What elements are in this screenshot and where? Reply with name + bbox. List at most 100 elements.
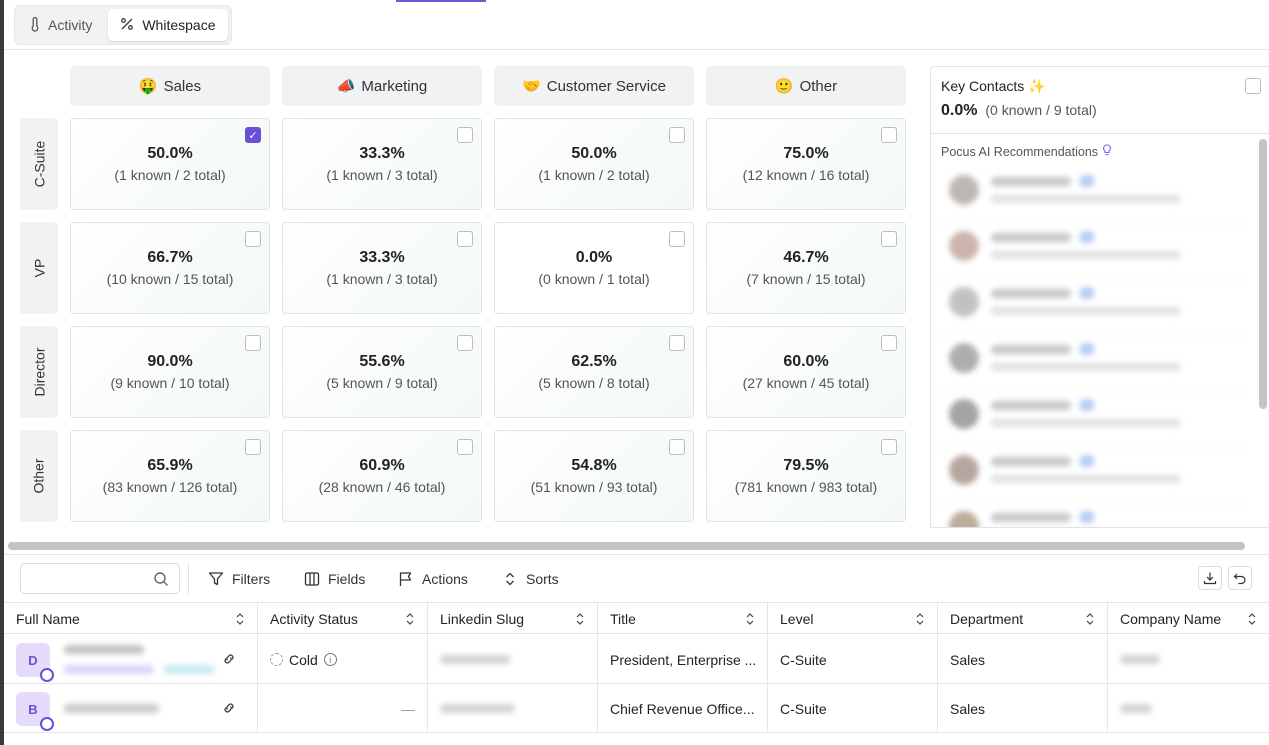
cell-department[interactable]: Sales [938,635,1108,684]
unlink-icon[interactable] [222,701,236,715]
horizontal-scrollbar[interactable] [8,542,1245,550]
recommendation-item[interactable] [935,391,1248,447]
cell-checkbox[interactable] [669,127,685,143]
key-contacts-percentage: 0.0% [941,102,978,119]
cell-level[interactable]: C-Suite [768,635,938,684]
cell-checkbox[interactable] [457,127,473,143]
key-contacts-checkbox[interactable] [1245,78,1261,94]
search-input[interactable] [29,564,149,593]
sort-icon[interactable] [743,612,757,626]
toolbar-divider [188,563,189,594]
matrix-cell[interactable]: 90.0% (9 known / 10 total) [70,326,270,418]
tab-activity[interactable]: Activity [18,9,104,41]
cell-counts: (1 known / 3 total) [326,167,438,183]
column-header-linkedin-slug[interactable]: Linkedin Slug [428,603,598,635]
sort-icon[interactable] [403,612,417,626]
cell-company-name[interactable] [1108,635,1269,684]
sort-icon[interactable] [1245,612,1259,626]
column-header-company-name[interactable]: Company Name [1108,603,1269,635]
sort-icon[interactable] [1083,612,1097,626]
cell-checkbox[interactable]: ✓ [245,127,261,143]
redacted-name [64,704,159,713]
matrix-cell[interactable]: 62.5% (5 known / 8 total) [494,326,694,418]
download-button[interactable] [1198,566,1222,590]
matrix-cell[interactable]: 33.3% (1 known / 3 total) [282,118,482,210]
matrix-cell[interactable]: 54.8% (51 known / 93 total) [494,430,694,522]
column-label: Department [950,611,1024,627]
matrix-cell[interactable]: 55.6% (5 known / 9 total) [282,326,482,418]
filters-button[interactable]: Filters [208,563,270,594]
cold-status-icon [270,653,283,666]
cell-checkbox[interactable] [245,335,261,351]
cell-counts: (1 known / 3 total) [326,271,438,287]
cell-company-name[interactable] [1108,684,1269,733]
matrix-cell[interactable]: 50.0% (1 known / 2 total) [494,118,694,210]
fields-label: Fields [328,570,366,587]
matrix-cell[interactable]: 75.0% (12 known / 16 total) [706,118,906,210]
view-tabs-bar: Activity Whitespace [4,0,1269,50]
cell-activity-status[interactable]: Cold i [258,635,428,684]
cell-checkbox[interactable] [245,231,261,247]
column-header-department[interactable]: Department [938,603,1108,635]
cell-checkbox[interactable] [669,335,685,351]
cell-checkbox[interactable] [881,439,897,455]
cell-percentage: 79.5% [783,457,829,474]
cell-full-name[interactable]: B [4,684,258,733]
table-row[interactable]: B — Chief Revenue Office... C-Suite Sale… [4,684,1269,733]
columns-icon [304,571,320,586]
sort-icon[interactable] [573,612,587,626]
cell-checkbox[interactable] [457,439,473,455]
cell-linkedin-slug[interactable] [428,684,598,733]
sorts-button[interactable]: Sorts [502,563,559,594]
recommendations-scrollbar[interactable] [1259,139,1267,409]
cell-checkbox[interactable] [457,231,473,247]
matrix-cell[interactable]: 33.3% (1 known / 3 total) [282,222,482,314]
column-header-activity-status[interactable]: Activity Status [258,603,428,635]
actions-button[interactable]: Actions [398,563,468,594]
redacted-name [991,401,1071,410]
cell-checkbox[interactable] [669,439,685,455]
matrix-cell[interactable]: 79.5% (781 known / 983 total) [706,430,906,522]
matrix-cell[interactable]: 0.0% (0 known / 1 total) [494,222,694,314]
matrix-cell[interactable]: 66.7% (10 known / 15 total) [70,222,270,314]
fields-button[interactable]: Fields [304,563,365,594]
cell-department[interactable]: Sales [938,684,1108,733]
avatar [949,287,979,317]
matrix-cell[interactable]: 60.0% (27 known / 45 total) [706,326,906,418]
recommendation-item[interactable] [935,335,1248,391]
cell-checkbox[interactable] [881,231,897,247]
cell-title[interactable]: President, Enterprise ... [598,635,768,684]
unlink-icon[interactable] [222,652,236,666]
cell-checkbox[interactable] [881,335,897,351]
cell-checkbox[interactable] [669,231,685,247]
linkedin-icon [1080,455,1094,467]
cell-checkbox[interactable] [457,335,473,351]
tab-whitespace[interactable]: Whitespace [108,9,228,41]
cell-level[interactable]: C-Suite [768,684,938,733]
sort-icon[interactable] [233,612,247,626]
recommendation-item[interactable] [935,503,1248,527]
cell-checkbox[interactable] [245,439,261,455]
recommendation-item[interactable] [935,279,1248,335]
cell-title[interactable]: Chief Revenue Office... [598,684,768,733]
info-icon[interactable]: i [323,653,337,666]
matrix-cell[interactable]: 65.9% (83 known / 126 total) [70,430,270,522]
recommendation-item[interactable] [935,447,1248,503]
sort-icon[interactable] [913,612,927,626]
column-header-level[interactable]: Level [768,603,938,635]
cell-full-name[interactable]: D [4,635,258,684]
matrix-cell[interactable]: ✓ 50.0% (1 known / 2 total) [70,118,270,210]
recommendations-list [931,167,1256,527]
cell-activity-status[interactable]: — [258,684,428,733]
column-header-full-name[interactable]: Full Name [4,603,258,635]
cell-percentage: 60.9% [359,457,405,474]
column-header-title[interactable]: Title [598,603,768,635]
recommendation-item[interactable] [935,223,1248,279]
matrix-cell[interactable]: 46.7% (7 known / 15 total) [706,222,906,314]
undo-button[interactable] [1228,566,1252,590]
recommendation-item[interactable] [935,167,1248,223]
cell-checkbox[interactable] [881,127,897,143]
table-row[interactable]: D Cold i President, Enterprise ... C-Sui… [4,635,1269,684]
matrix-cell[interactable]: 60.9% (28 known / 46 total) [282,430,482,522]
cell-linkedin-slug[interactable] [428,635,598,684]
